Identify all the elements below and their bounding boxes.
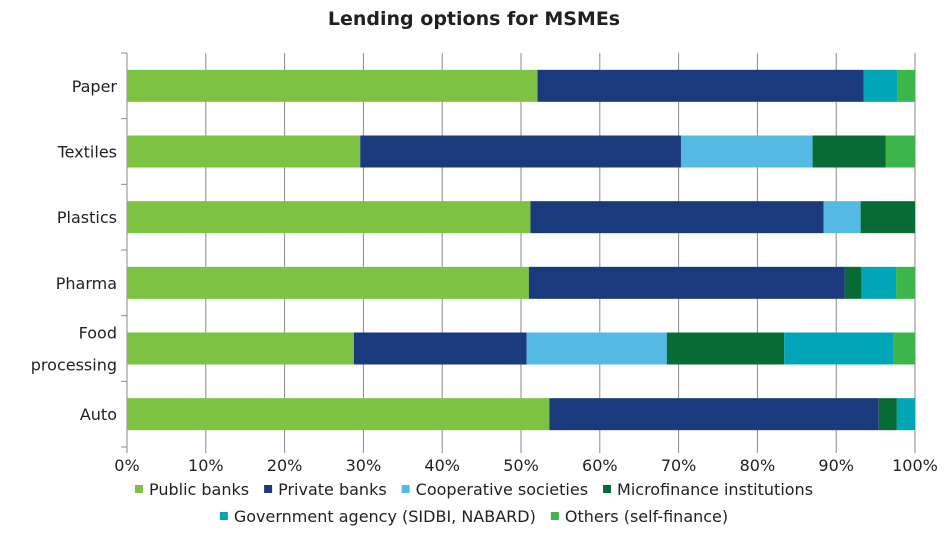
category-labels: Paper Textiles Plastics Pharma Food processin… [31,77,118,424]
gridlines [121,52,916,453]
x-tick-label: 50% [503,456,539,475]
legend-label: Government agency (SIDBI, NABARD) [234,507,536,526]
bar-segment [896,266,915,299]
bar-segment [893,332,915,365]
bar-segment [127,135,361,168]
legend-swatch [264,485,273,493]
bar-segment [885,135,915,168]
bar-segment [666,332,785,365]
bar-segment [863,69,898,102]
bar-segment [878,398,897,431]
x-tick-label: 70% [661,456,697,475]
bar-segment [680,135,813,168]
bar-segment [860,201,915,234]
bar-segment [823,201,861,234]
legend-swatch [401,485,410,493]
bar-segment [896,398,915,431]
bar-segment [360,135,681,168]
category-label: Plastics [57,208,117,227]
legend-label: Others (self-finance) [565,507,728,526]
category-label: Pharma [56,274,117,293]
chart-title: Lending options for MSMEs [328,8,620,30]
legend-swatch [603,485,612,493]
x-tick-label: 60% [582,456,618,475]
x-tick-label: 40% [424,456,460,475]
category-label: Paper [72,77,118,96]
x-tick-label: 30% [346,456,382,475]
bar-segment [353,332,527,365]
bar-segment [897,69,915,102]
category-label: processing [31,356,117,375]
bar-segment [127,398,550,431]
category-label: Food [79,324,117,343]
x-tick-label: 0% [114,456,139,475]
bar-segment [537,69,864,102]
bar-segment [530,201,824,234]
bars [127,69,915,431]
x-tick-label: 20% [267,456,303,475]
category-label: Textiles [57,143,117,162]
bar-segment [549,398,879,431]
legend: Public banks Private banks Cooperative soc… [134,480,813,526]
x-tick-label: 100% [892,456,938,475]
bar-segment [844,266,862,299]
bar-segment [528,266,845,299]
bar-segment [127,332,354,365]
x-tick-label: 10% [188,456,224,475]
bar-segment [861,266,897,299]
x-tick-label: 80% [740,456,776,475]
bar-segment [812,135,886,168]
legend-swatch [219,512,228,520]
legend-label: Public banks [149,480,249,499]
bar-segment [526,332,667,365]
bar-segment [784,332,894,365]
bar-segment [127,69,538,102]
bar-segment [127,201,531,234]
legend-swatch [550,512,559,520]
x-tick-label: 90% [818,456,854,475]
legend-label: Microfinance institutions [617,480,813,499]
legend-swatch [134,485,143,493]
bar-segment [127,266,529,299]
x-axis-tick-labels: 0% 10% 20% 30% 40% 50% 60% 70% 80% 90% 100% [114,456,938,475]
category-label: Auto [80,405,117,424]
legend-label: Private banks [278,480,387,499]
legend-label: Cooperative societies [416,480,588,499]
